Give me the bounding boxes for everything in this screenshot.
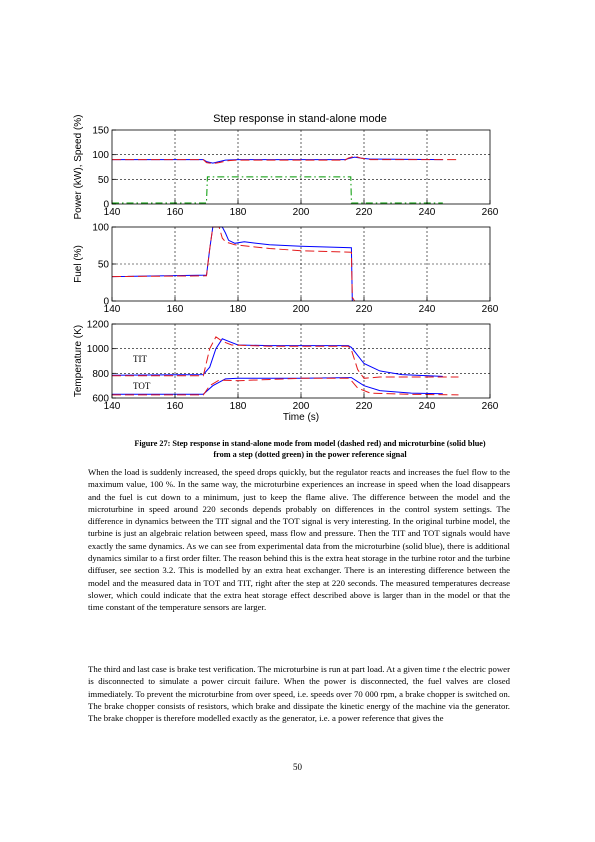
paragraph-brake-test: The third and last case is brake test ve… [88,663,510,724]
y-tick-label: 800 [92,369,109,380]
x-tick-label: 220 [356,401,373,412]
x-tick-label: 160 [167,401,184,412]
x-tick-label: 240 [419,304,436,315]
page-number: 50 [293,762,302,772]
x-tick-label: 200 [293,207,310,218]
y-tick-label: 50 [98,175,110,186]
microturbine-series-line [111,338,443,377]
caption-line-2: from a step (dotted green) in the power … [213,450,407,459]
y-tick-label: 0 [103,297,109,308]
y-tick-label: 1200 [87,320,110,331]
x-axis-label: Time (s) [283,412,319,423]
figure-title: Step response in stand-alone mode [213,113,387,125]
x-tick-label: 240 [419,207,436,218]
y-axis-label: Power (kW), Speed (%) [73,114,84,219]
x-tick-label: 240 [419,401,436,412]
x-tick-label: 220 [356,207,373,218]
time-variable: t [442,664,446,674]
x-tick-label: 180 [230,401,247,412]
y-axis-label: Fuel (%) [73,245,84,283]
x-tick-label: 200 [293,304,310,315]
power-speed-panel: 140 160 180 200 220 240 260 0 50 100 150 Power (kW)… [73,114,499,219]
paragraph-brake-test-part-2: the electric power is disconnected to si… [88,664,510,724]
x-tick-label: 140 [104,304,121,315]
y-tick-label: 1000 [87,344,110,355]
step-response-figure: Step response in stand-alone mode 140 160… [73,113,499,424]
y-tick-label: 150 [92,126,109,137]
figure-caption: Figure 27: Step response in stand-alone … [100,438,520,460]
tot-annotation: TOT [133,381,151,391]
x-tick-label: 200 [293,401,310,412]
caption-line-1: Figure 27: Step response in stand-alone … [134,439,486,448]
fuel-panel: 140 160 180 200 220 240 260 0 50 100 Fuel (%) [73,223,499,316]
x-tick-label: 180 [230,207,247,218]
y-axis-label: Temperature (K) [73,325,84,397]
x-tick-label: 160 [167,207,184,218]
paragraph-dynamics: When the load is suddenly increased, the… [88,467,510,613]
x-tick-label: 140 [104,207,121,218]
model-series-line [112,155,459,165]
tit-annotation: TIT [133,354,147,364]
x-tick-label: 260 [482,304,499,315]
microturbine-series-line [112,377,443,395]
microturbine-series-line [112,156,443,164]
temperature-panel: 140 160 180 200 220 240 260 600 800 1000 1200Tempe… [73,320,499,424]
x-tick-label: 220 [356,304,373,315]
paragraph-brake-test-part-1: The third and last case is brake test ve… [88,664,443,674]
model-series-line [111,226,356,302]
x-tick-label: 140 [104,401,121,412]
x-tick-label: 180 [230,304,247,315]
model-series-line [112,377,459,396]
x-tick-label: 260 [482,401,499,412]
y-tick-label: 100 [92,150,109,161]
y-tick-label: 100 [92,223,109,234]
y-tick-label: 600 [92,394,109,405]
reference-series-line [112,176,443,204]
model-series-line [112,336,459,379]
y-tick-label: 0 [103,200,109,211]
x-tick-label: 260 [482,207,499,218]
y-tick-label: 50 [98,260,110,271]
x-tick-label: 160 [167,304,184,315]
